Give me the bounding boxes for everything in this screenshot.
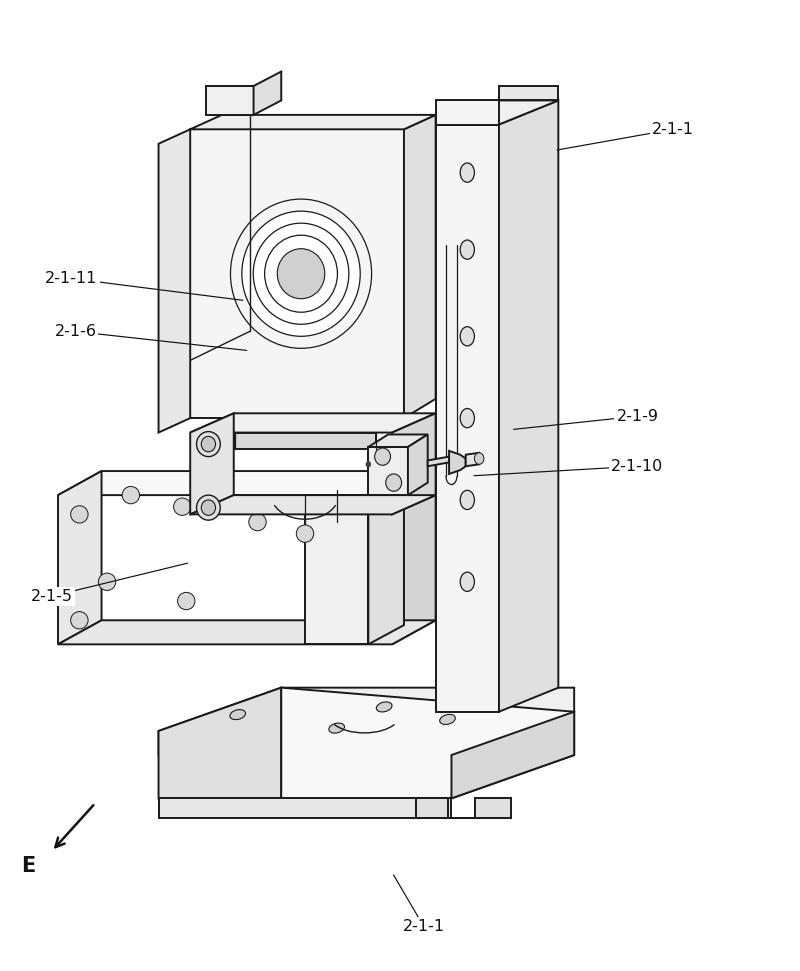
Ellipse shape [249, 514, 266, 531]
Polygon shape [158, 687, 574, 755]
Ellipse shape [178, 592, 195, 610]
Polygon shape [449, 451, 466, 474]
Ellipse shape [366, 461, 370, 467]
Ellipse shape [460, 163, 474, 183]
Text: 2-1-6: 2-1-6 [54, 324, 97, 339]
Ellipse shape [197, 431, 220, 456]
Ellipse shape [98, 573, 116, 590]
Polygon shape [235, 432, 376, 449]
Text: 2-1-5: 2-1-5 [30, 588, 73, 604]
Text: 2-1-1: 2-1-1 [402, 919, 445, 934]
Ellipse shape [230, 199, 371, 349]
Polygon shape [392, 471, 436, 645]
Polygon shape [466, 452, 479, 466]
Polygon shape [58, 620, 436, 645]
Polygon shape [428, 456, 449, 466]
Ellipse shape [202, 436, 215, 452]
Ellipse shape [460, 240, 474, 259]
Polygon shape [499, 100, 558, 712]
Polygon shape [368, 476, 404, 645]
Ellipse shape [329, 723, 345, 733]
Polygon shape [305, 495, 368, 645]
Polygon shape [158, 798, 451, 818]
Ellipse shape [296, 525, 314, 542]
Polygon shape [416, 798, 511, 818]
Polygon shape [368, 447, 408, 495]
Polygon shape [436, 100, 499, 124]
Polygon shape [436, 124, 499, 712]
Polygon shape [190, 414, 436, 432]
Text: 2-1-11: 2-1-11 [46, 271, 98, 286]
Ellipse shape [197, 495, 220, 520]
Ellipse shape [265, 235, 338, 313]
Polygon shape [392, 414, 436, 515]
Polygon shape [190, 129, 404, 419]
Polygon shape [58, 471, 436, 495]
Ellipse shape [460, 326, 474, 346]
Text: 2-1-1: 2-1-1 [652, 121, 694, 137]
Ellipse shape [386, 474, 402, 491]
Ellipse shape [374, 448, 390, 465]
Ellipse shape [122, 486, 139, 504]
Ellipse shape [460, 409, 474, 428]
Polygon shape [408, 434, 428, 495]
Polygon shape [206, 86, 254, 115]
Ellipse shape [460, 572, 474, 591]
Polygon shape [254, 72, 282, 115]
Text: 2-1-9: 2-1-9 [617, 409, 658, 423]
Ellipse shape [254, 223, 349, 324]
Ellipse shape [202, 500, 215, 516]
Polygon shape [451, 712, 574, 798]
Ellipse shape [174, 498, 191, 516]
Polygon shape [404, 115, 436, 419]
Text: E: E [21, 855, 35, 876]
Polygon shape [190, 495, 436, 515]
Polygon shape [158, 687, 574, 798]
Ellipse shape [242, 211, 360, 336]
Ellipse shape [440, 715, 455, 724]
Text: 2-1-10: 2-1-10 [611, 458, 664, 474]
Ellipse shape [460, 490, 474, 510]
Polygon shape [499, 86, 558, 100]
Polygon shape [58, 471, 102, 645]
Polygon shape [190, 414, 234, 515]
Ellipse shape [230, 710, 246, 720]
Polygon shape [158, 687, 282, 798]
Ellipse shape [278, 249, 325, 299]
Ellipse shape [474, 452, 484, 464]
Polygon shape [158, 129, 190, 432]
Polygon shape [436, 100, 558, 124]
Ellipse shape [70, 506, 88, 523]
Ellipse shape [376, 702, 392, 712]
Polygon shape [190, 115, 436, 129]
Ellipse shape [70, 612, 88, 629]
Polygon shape [368, 434, 428, 447]
